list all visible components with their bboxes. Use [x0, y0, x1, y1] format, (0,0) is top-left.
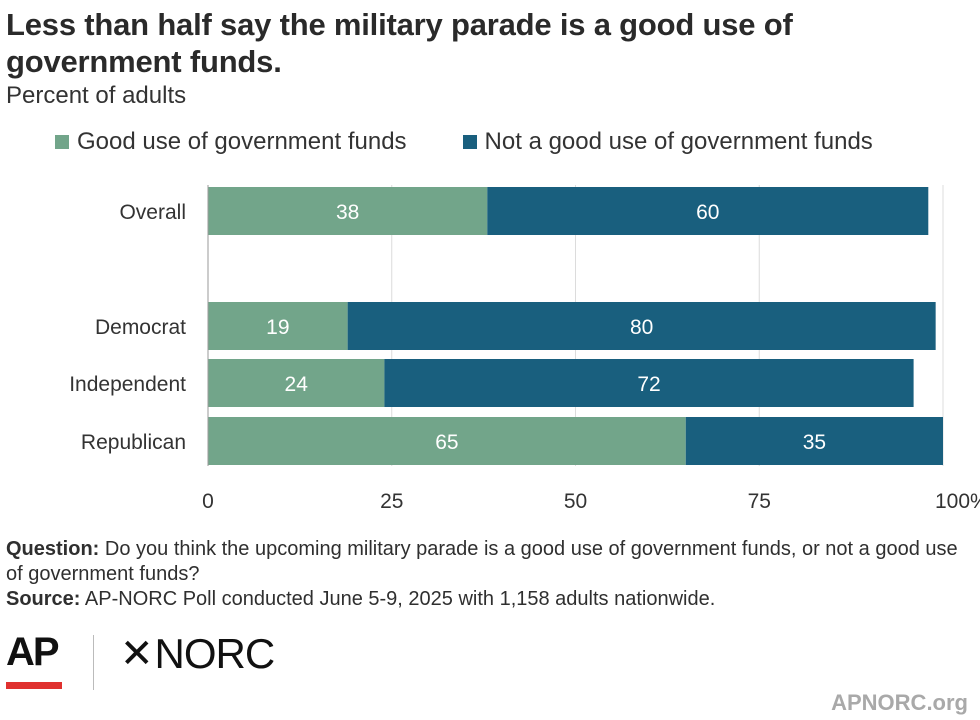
norc-mark-icon: ✕ [120, 632, 154, 676]
category-label-republican: Republican [81, 431, 186, 454]
legend-item-not-good: Not a good use of government funds [462, 128, 873, 156]
legend-swatch-not-good [462, 135, 477, 149]
norc-logo: ✕ NORC [120, 630, 276, 678]
question-note: Question: Do you think the upcoming mili… [6, 537, 966, 587]
source-label: Source: [6, 588, 81, 610]
chart-subtitle: Percent of adults [6, 82, 187, 109]
chart-notes: Question: Do you think the upcoming mili… [6, 537, 966, 612]
source-text: AP-NORC Poll conducted June 5-9, 2025 wi… [80, 588, 716, 610]
data-label-republican-not-good: 35 [803, 431, 826, 454]
data-label-democrat-not-good: 80 [630, 316, 653, 339]
bar-democrat-not-good [347, 302, 936, 350]
x-tick-label-100: 100% [935, 490, 980, 513]
data-label-overall-good: 38 [336, 201, 359, 224]
x-tick-label-50: 50 [564, 490, 587, 513]
bar-independent-good [208, 359, 385, 407]
source-note: Source: AP-NORC Poll conducted June 5-9,… [6, 587, 966, 612]
bar-republican-not-good [685, 417, 943, 465]
bar-overall-good [208, 187, 488, 235]
legend-label-good: Good use of government funds [77, 128, 407, 155]
question-label: Question: [6, 538, 100, 560]
data-label-independent-good: 24 [285, 373, 309, 396]
category-label-democrat: Democrat [95, 316, 186, 339]
bar-independent-not-good [384, 359, 914, 407]
bar-republican-good [208, 417, 686, 465]
x-tick-label-0: 0 [202, 490, 214, 513]
data-label-overall-not-good: 60 [696, 201, 719, 224]
legend-swatch-good [55, 135, 69, 149]
stacked-bar-chart: 38 60 Overall 19 80 Democrat 24 72 Independent 65… [69, 185, 980, 513]
data-label-republican-good: 65 [435, 431, 458, 454]
legend-label-not-good: Not a good use of government funds [484, 128, 873, 155]
ap-logo-bar [6, 682, 62, 689]
ap-logo: AP [6, 630, 60, 674]
x-tick-label-75: 75 [748, 490, 771, 513]
legend-item-good: Good use of government funds [55, 128, 407, 156]
logo-divider [93, 635, 94, 690]
chart-legend: Good use of government funds Not a good … [55, 128, 929, 156]
chart-title: Less than half say the military parade i… [6, 7, 793, 79]
site-url: APNORC.org [831, 690, 968, 715]
data-label-democrat-good: 19 [266, 316, 289, 339]
category-label-overall: Overall [119, 201, 186, 224]
x-tick-label-25: 25 [380, 490, 403, 513]
data-label-independent-not-good: 72 [637, 373, 660, 396]
category-label-independent: Independent [69, 373, 186, 396]
question-text: Do you think the upcoming military parad… [6, 538, 958, 585]
bar-democrat-good [208, 302, 348, 350]
norc-logo-text: NORC [154, 630, 276, 677]
bar-overall-not-good [487, 187, 929, 235]
